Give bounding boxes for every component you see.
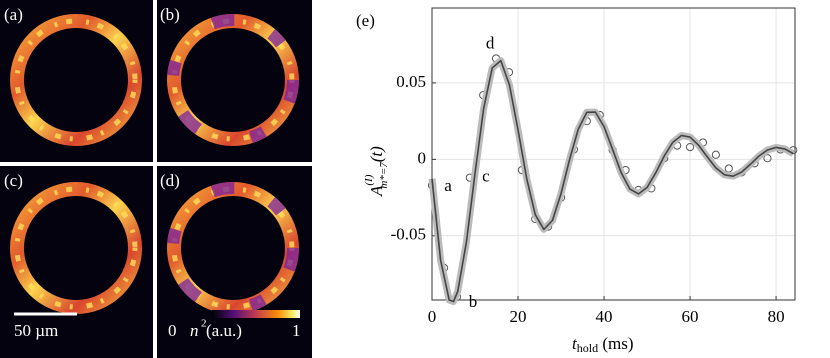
panel-label: (d) [160,171,180,190]
colorbar-max: 1 [292,321,301,340]
annotation: c [482,167,490,186]
scalebar-label: 50 µm [14,321,58,340]
panel-label: (b) [160,5,180,24]
y-label-tail: (t) [367,146,386,162]
y-tick-label: -0.05 [391,225,426,244]
annotation: b [469,292,478,311]
colorbar-var: n [190,321,199,340]
x-label-sub: hold [577,341,598,355]
x-tick-label: 0 [428,307,437,326]
y-axis-label: A(I) m*=7(t) [363,146,390,197]
y-label-main: A [367,185,386,197]
data-point [763,154,772,163]
data-point [685,143,695,152]
colorbar-min: 0 [168,321,177,340]
panel-label: (e) [356,11,375,30]
y-tick-label: 0.05 [396,72,426,91]
x-label-main: t [572,334,578,353]
y-label-sup: (I) [363,174,375,185]
x-tick-label: 60 [682,307,699,326]
ring-texture [167,182,299,314]
axes-frame [431,7,796,301]
panel-gap [153,0,157,358]
colorbar [212,310,300,318]
colorbar-unit: (a.u.) [206,321,242,340]
x-tick-label: 80 [768,307,785,326]
ring-texture [14,18,138,142]
x-axis-label: thold (ms) [572,334,634,355]
x-tick-label: 20 [510,307,527,326]
annotation: d [486,33,495,52]
image-panels [0,0,312,358]
panel-label: (a) [4,5,23,24]
x-tick-label: 40 [596,307,613,326]
panel-gap [0,162,312,166]
annotation: a [444,176,452,195]
colorbar-pow: 2 [201,318,207,330]
ring-texture [14,186,138,310]
panel-label: (c) [4,171,23,190]
ring-texture [167,14,299,146]
x-label-tail: (ms) [598,334,633,353]
fit-line [431,59,794,303]
y-label-sub: m*=7 [378,162,390,189]
data-point [711,150,720,159]
y-tick-label: 0 [418,148,427,167]
